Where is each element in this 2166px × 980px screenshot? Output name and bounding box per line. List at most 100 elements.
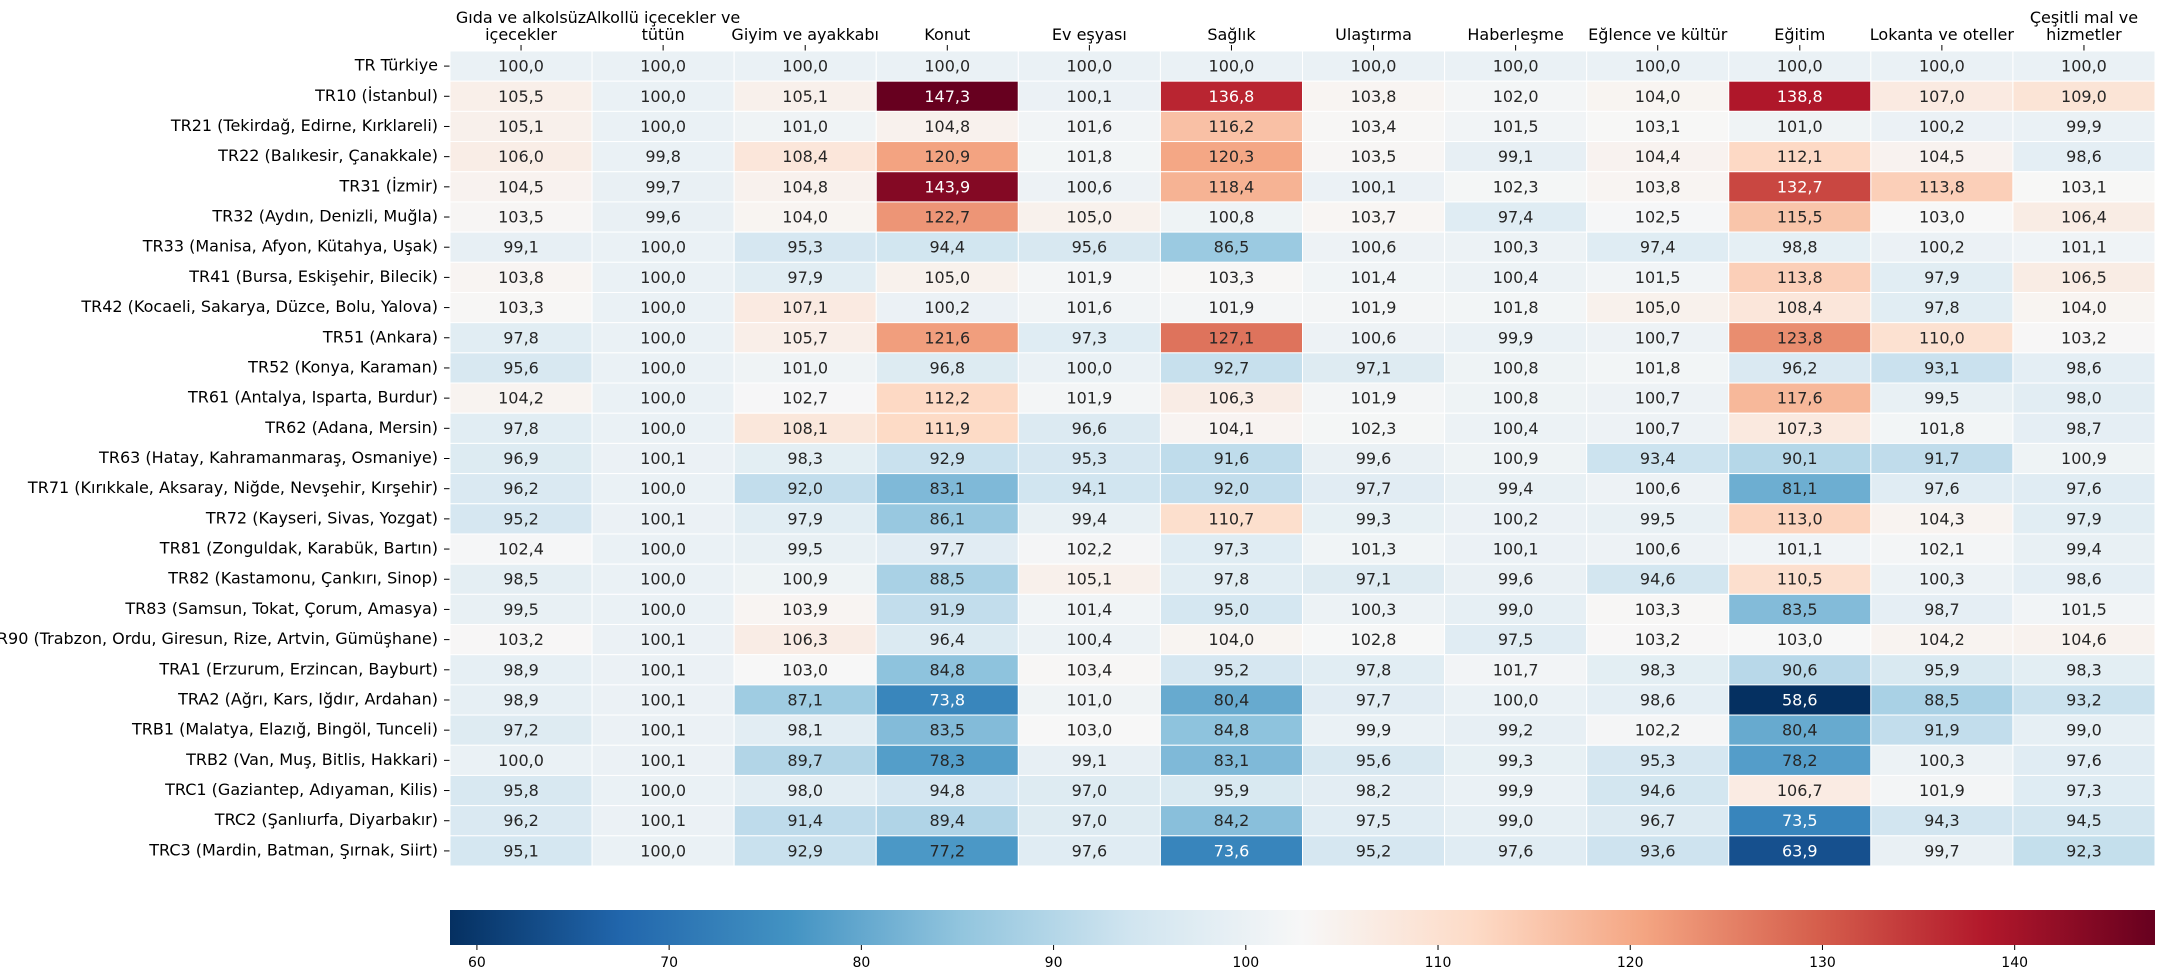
cell-value: 104,3 [1919,509,1965,528]
cell-value: 104,0 [782,208,828,227]
heatmap-cell [1017,291,1161,324]
cell-value: 100,0 [640,57,686,76]
cell-value: 103,5 [1351,147,1397,166]
column-label: Gıda ve alkolsüz içecekler [455,8,587,44]
cell-value: 99,0 [1498,811,1534,830]
cell-value: 100,6 [1066,177,1112,196]
cell-value: 95,1 [503,841,539,860]
cell-value: 103,3 [1635,600,1681,619]
row-label: TR33 (Manisa, Afyon, Kütahya, Uşak) [142,237,438,256]
heatmap-cell [2012,503,2156,535]
heatmap-cell [875,261,1019,293]
column-label: Eğlence ve kültür [1588,25,1728,44]
heatmap-cell [733,533,877,565]
cell-value: 100,0 [1493,57,1539,76]
heatmap-cell [1302,442,1446,475]
heatmap-cell [875,141,1019,173]
heatmap-cell [1017,50,1161,82]
heatmap-cell [2012,563,2156,595]
heatmap-cell [733,503,877,535]
cell-value: 97,1 [1356,570,1392,589]
cell-value: 96,2 [503,811,539,830]
heatmap-cell [875,231,1019,263]
heatmap-cell [2012,774,2156,807]
cell-value: 103,3 [498,298,544,317]
heatmap-cell [1586,382,1730,414]
cell-value: 97,5 [1356,811,1392,830]
cell-value: 96,8 [929,358,965,377]
heatmap-cell [733,774,877,807]
cell-value: 102,2 [1635,721,1681,740]
cell-value: 102,4 [498,540,544,559]
heatmap-cell [875,563,1019,595]
cell-value: 97,3 [1214,540,1250,559]
cell-value: 94,5 [2066,811,2102,830]
colorbar-tick-label: 130 [1809,955,1836,971]
cell-value: 108,1 [782,419,828,438]
heatmap-cell [1728,654,1872,686]
cell-value: 103,1 [2061,177,2107,196]
cell-value: 90,6 [1782,660,1818,679]
cell-value: 109,0 [2061,87,2107,106]
cell-value: 101,5 [1635,268,1681,287]
heatmap-cell [591,352,735,384]
cell-value: 100,7 [1635,389,1681,408]
cell-value: 107,0 [1919,87,1965,106]
heatmap-cell [875,835,1019,867]
heatmap-cell [591,382,735,414]
colorbar-tick-label: 100 [1232,955,1259,971]
heatmap-cell [591,805,735,837]
heatmap-cell [1302,50,1446,82]
column-label: Lokanta ve oteller [1869,25,2014,44]
heatmap-cell [1444,412,1588,444]
cell-value: 86,1 [929,509,965,528]
cell-value: 100,0 [1351,57,1397,76]
cell-value: 100,9 [782,570,828,589]
heatmap-cell [1870,684,2014,716]
heatmap-cell [1728,171,1872,203]
cell-value: 100,1 [640,660,686,679]
heatmap-cell [1586,805,1730,837]
cell-value: 99,2 [1498,721,1534,740]
cell-value: 99,0 [1498,600,1534,619]
cell-value: 95,2 [1214,660,1250,679]
cell-value: 100,2 [1493,509,1539,528]
row-label: TR31 (İzmir) [338,176,438,195]
heatmap-cell [1728,382,1872,414]
cell-value: 94,3 [1924,811,1960,830]
cell-value: 100,2 [1919,238,1965,257]
cell-value: 101,4 [1351,268,1397,287]
heatmap-cell [1017,442,1161,475]
column-label: Haberleşme [1467,25,1564,44]
cell-value: 110,7 [1209,509,1255,528]
cell-value: 103,4 [1351,117,1397,136]
cell-value: 105,1 [782,87,828,106]
heatmap-cell [1728,231,1872,263]
heatmap-cell [1159,503,1303,535]
heatmap-cell [1728,624,1872,656]
heatmap-cell [2012,624,2156,656]
cell-value: 113,8 [1919,177,1965,196]
cell-value: 73,8 [929,690,965,709]
cell-value: 97,6 [1072,841,1108,860]
heatmap-cell [1728,322,1872,354]
cell-value: 105,0 [1066,208,1112,227]
heatmap-cell [2012,171,2156,203]
cell-value: 100,2 [924,298,970,317]
cell-value: 113,0 [1777,509,1823,528]
cell-value: 101,8 [1919,419,1965,438]
cell-value: 100,0 [1066,358,1112,377]
heatmap-cell [1586,201,1730,233]
heatmap-cell [591,322,735,354]
heatmap-cell [1017,593,1161,626]
cell-value: 100,0 [640,268,686,287]
heatmap-cell [733,563,877,595]
row-label: TR72 (Kayseri, Sivas, Yozgat) [205,508,438,527]
heatmap-cell [1302,412,1446,444]
cell-value: 91,7 [1924,449,1960,468]
heatmap-cell [1017,774,1161,807]
cell-value: 100,1 [1066,87,1112,106]
cell-value: 99,3 [1356,509,1392,528]
cell-value: 99,5 [1924,389,1960,408]
